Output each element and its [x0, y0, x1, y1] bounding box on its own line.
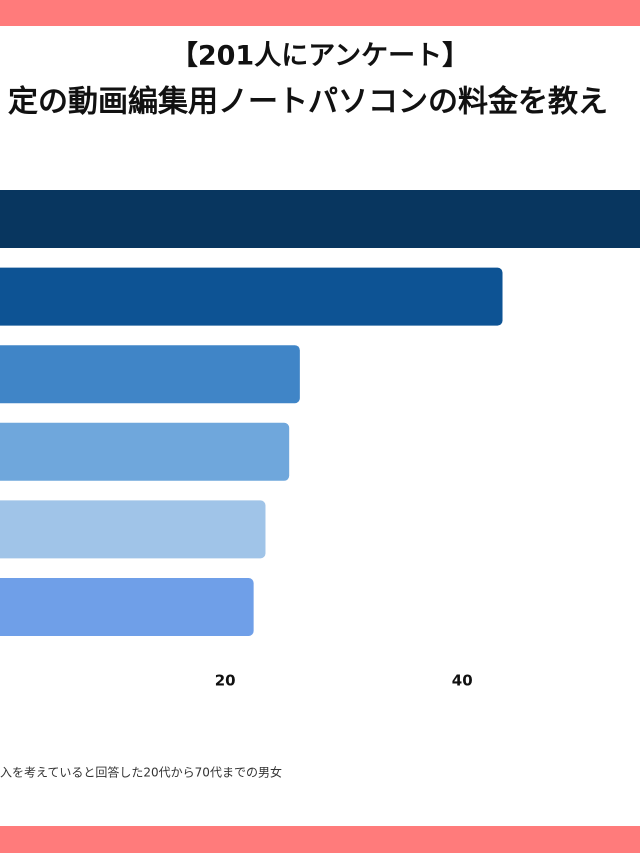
bar: [0, 345, 300, 404]
bar: [0, 578, 254, 636]
bar: [0, 500, 266, 559]
footnote: 入を考えていると回答した20代から70代までの男女: [0, 765, 282, 780]
chart-subtitle: 定の動画編集用ノートパソコンの料金を教え: [8, 85, 608, 120]
bottom-band: [0, 826, 640, 853]
bar: [0, 267, 503, 326]
bar: [0, 190, 640, 248]
chart-title: 【201人にアンケート】: [171, 41, 469, 72]
x-tick-label: 40: [452, 672, 473, 690]
x-tick-label: 20: [215, 672, 236, 690]
bar: [0, 422, 290, 481]
top-band: [0, 0, 640, 26]
